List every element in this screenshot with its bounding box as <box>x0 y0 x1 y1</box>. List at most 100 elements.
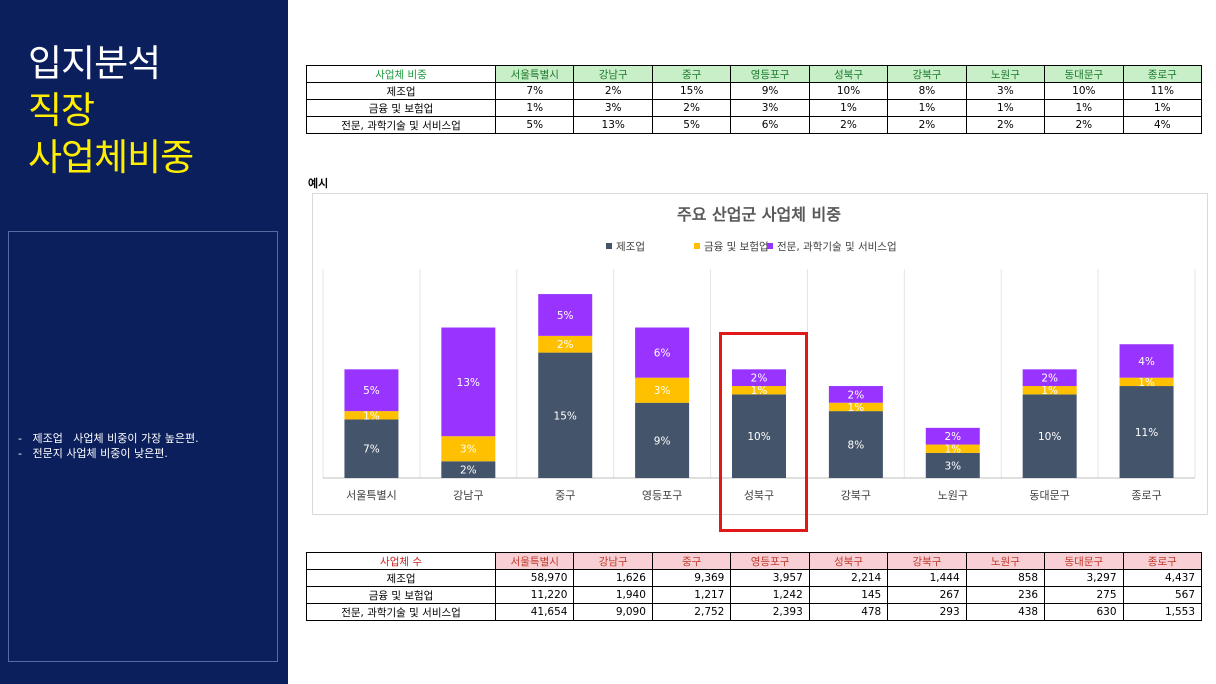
table-cell: 15% <box>651 82 732 100</box>
data-label: 1% <box>1041 385 1058 397</box>
notes: - 제조업 사업체 비중이 가장 높은편. - 전문지 사업체 비중이 낮은편. <box>18 431 199 461</box>
table-cell: 2% <box>651 99 732 117</box>
table-cell: 1% <box>808 99 889 117</box>
data-label: 3% <box>654 385 671 397</box>
bar-segment <box>441 436 496 462</box>
header-cell: 강남구 <box>573 65 653 83</box>
header-cell: 동대문구 <box>1044 65 1124 83</box>
data-label: 5% <box>557 310 574 322</box>
data-label: 8% <box>848 440 865 452</box>
table-cell: 267 <box>887 586 967 604</box>
legend-label: 금융 및 보험업 <box>704 240 769 253</box>
category-label: 종로구 <box>1131 489 1161 502</box>
header-cell: 노원구 <box>965 552 1046 570</box>
header-cell: 중구 <box>651 552 732 570</box>
table-cell: 5% <box>651 116 732 134</box>
bar-segment <box>732 394 786 478</box>
table-cell: 2,214 <box>808 569 889 587</box>
row-label: 전문, 과학기술 및 서비스업 <box>305 603 497 621</box>
row-label: 전문, 과학기술 및 서비스업 <box>305 116 497 134</box>
table-row: 전문, 과학기술 및 서비스업 5% 13% 5% 6% 2% 2% 2% 2%… <box>305 116 1203 134</box>
table-cell: 1% <box>965 99 1046 117</box>
header-cell: 종로구 <box>1122 552 1203 570</box>
row-label: 금융 및 보험업 <box>305 99 497 117</box>
table-cell: 1,626 <box>573 569 653 587</box>
data-label: 10% <box>747 431 770 443</box>
legend-label: 전문, 과학기술 및 서비스업 <box>777 240 897 253</box>
note-item: - 전문지 사업체 비중이 낮은편. <box>18 447 168 460</box>
table-cell: 5% <box>495 116 575 134</box>
category-label: 강남구 <box>453 489 483 502</box>
table-cell: 7% <box>495 82 575 100</box>
table-cell: 3,297 <box>1044 569 1124 587</box>
header-cell: 서울특별시 <box>495 65 575 83</box>
data-label: 2% <box>751 373 768 385</box>
bar-segment <box>344 411 399 420</box>
table-row: 제조업 7% 2% 15% 9% 10% 8% 3% 10% 11% <box>305 82 1203 100</box>
data-label: 1% <box>1138 377 1155 389</box>
bar-segment <box>828 402 883 412</box>
table-cell: 1,242 <box>730 586 810 604</box>
table-cell: 2% <box>965 116 1046 134</box>
header-cell: 성북구 <box>808 65 889 83</box>
data-label: 2% <box>944 431 961 443</box>
bar-segment <box>732 386 786 395</box>
share-table: 사업체 비중 서울특별시 강남구 중구 영등포구 성북구 강북구 노원구 동대문… <box>305 65 1203 134</box>
table-cell: 438 <box>965 603 1046 621</box>
highlight-box <box>719 332 808 532</box>
table-row: 전문, 과학기술 및 서비스업 41,654 9,090 2,752 2,393… <box>305 603 1203 621</box>
table-cell: 2,752 <box>651 603 732 621</box>
table-cell: 1,940 <box>573 586 653 604</box>
table-cell: 3% <box>965 82 1046 100</box>
data-label: 3% <box>944 460 961 472</box>
table-row: 금융 및 보험업 1% 3% 2% 3% 1% 1% 1% 1% 1% <box>305 99 1203 117</box>
page-title: 입지분석 직장 사업체비중 <box>28 40 194 181</box>
table-row: 금융 및 보험업 11,220 1,940 1,217 1,242 145 26… <box>305 586 1203 604</box>
category-label: 영등포구 <box>642 489 682 502</box>
title-line-2: 직장 <box>28 89 95 132</box>
sidebar-panel: 입지분석 직장 사업체비중 - 제조업 사업체 비중이 가장 높은편. - 전문… <box>0 0 288 684</box>
row-label: 금융 및 보험업 <box>305 586 497 604</box>
bar-segment <box>635 402 690 478</box>
bar-segment <box>1022 394 1077 478</box>
data-label: 1% <box>848 402 865 414</box>
bar-segment <box>635 377 690 403</box>
header-cell: 강남구 <box>573 552 653 570</box>
table-cell: 3,957 <box>730 569 810 587</box>
data-label: 1% <box>751 385 768 397</box>
table-row: 제조업 58,970 1,626 9,369 3,957 2,214 1,444… <box>305 569 1203 587</box>
category-label: 강북구 <box>841 489 871 502</box>
table-cell: 2% <box>887 116 967 134</box>
table-cell: 2% <box>808 116 889 134</box>
header-cell: 사업체 수 <box>305 552 497 570</box>
table-cell: 293 <box>887 603 967 621</box>
header-cell: 영등포구 <box>730 552 810 570</box>
table-cell: 145 <box>808 586 889 604</box>
bar-segment <box>925 452 980 478</box>
data-label: 15% <box>554 410 577 422</box>
bar-segment <box>538 294 593 336</box>
header-cell: 노원구 <box>965 65 1046 83</box>
table-cell: 11,220 <box>495 586 575 604</box>
header-cell: 서울특별시 <box>495 552 575 570</box>
bar-segment <box>732 369 786 387</box>
count-table: 사업체 수 서울특별시 강남구 중구 영등포구 성북구 강북구 노원구 동대문구… <box>305 552 1203 621</box>
bar-segment <box>441 461 496 478</box>
table-cell: 3% <box>730 99 810 117</box>
table-cell: 567 <box>1122 586 1203 604</box>
bar-segment <box>925 444 980 453</box>
data-label: 9% <box>654 435 671 447</box>
table-cell: 11% <box>1122 82 1203 100</box>
table-header-row: 사업체 비중 서울특별시 강남구 중구 영등포구 성북구 강북구 노원구 동대문… <box>305 65 1203 83</box>
table-cell: 236 <box>965 586 1046 604</box>
table-cell: 2% <box>573 82 653 100</box>
bar-segment <box>1119 386 1174 478</box>
row-label: 제조업 <box>305 82 497 100</box>
table-cell: 9,369 <box>651 569 732 587</box>
table-header-row: 사업체 수 서울특별시 강남구 중구 영등포구 성북구 강북구 노원구 동대문구… <box>305 552 1203 570</box>
bar-segment <box>344 369 399 412</box>
category-label: 성북구 <box>744 489 774 502</box>
header-cell: 성북구 <box>808 552 889 570</box>
bar-segment <box>538 335 593 353</box>
chart-title: 주요 산업군 사업체 비중 <box>677 205 841 224</box>
